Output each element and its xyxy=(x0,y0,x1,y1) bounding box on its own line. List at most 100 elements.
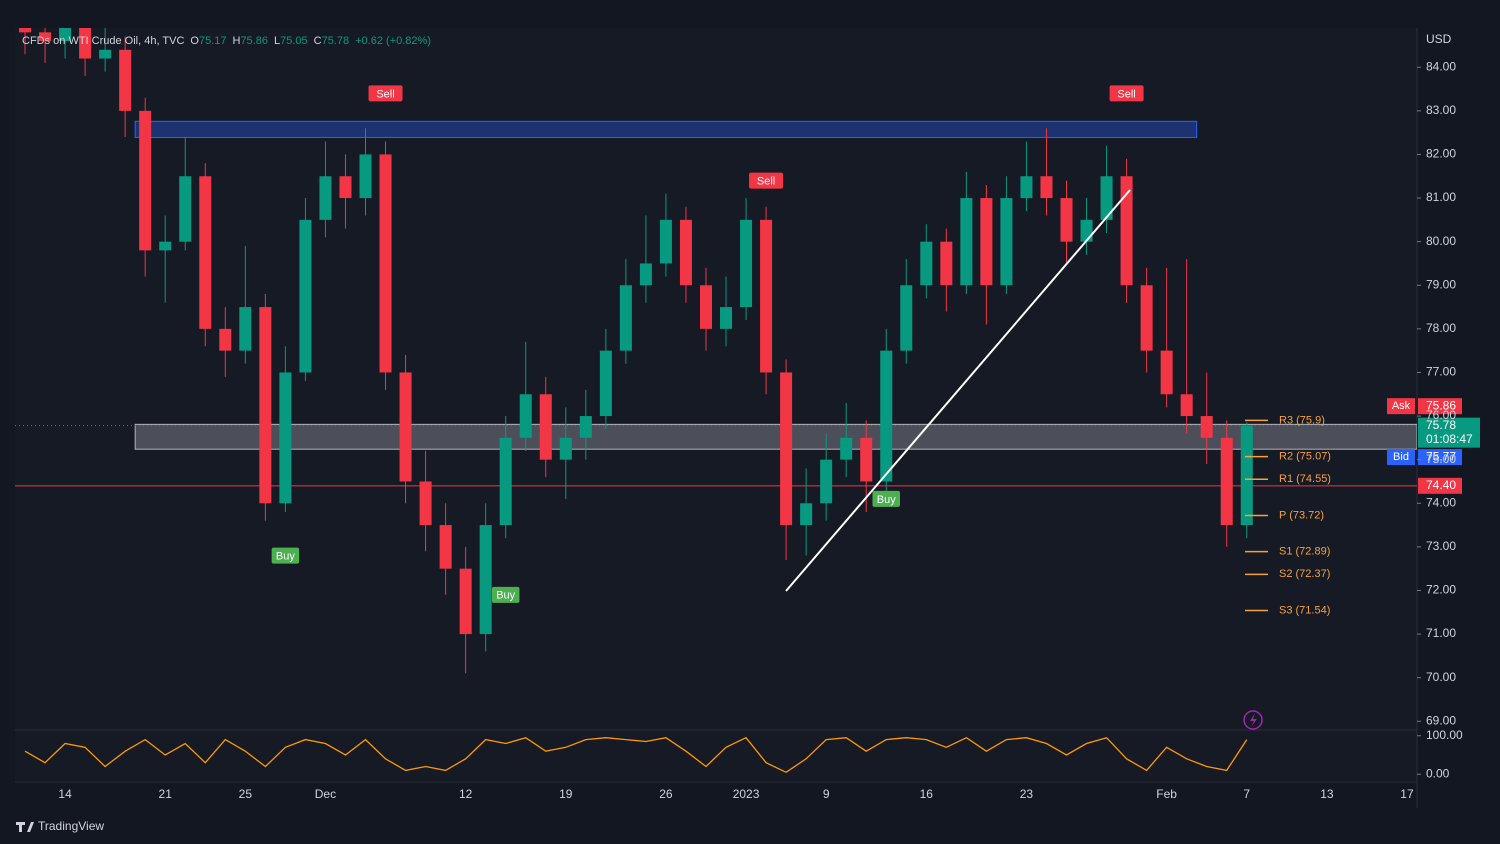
candle-body xyxy=(1160,350,1173,395)
pivot-label: R1 (74.55) xyxy=(1279,473,1331,485)
signal-label: Buy xyxy=(877,494,896,506)
annotations: R3 (75.9) R2 (75.07) R1 (74.55) P (73.72) S1… xyxy=(271,85,1480,616)
price-tag-name-bg xyxy=(1387,398,1415,415)
ohlc-value: 75.78 xyxy=(322,35,350,47)
signal-badge xyxy=(1109,85,1144,102)
signal-badge xyxy=(749,172,784,189)
candle-body xyxy=(359,154,372,199)
signal-badge xyxy=(872,490,900,507)
ohlc-label: L xyxy=(274,35,280,47)
candle-body xyxy=(119,49,132,111)
ohlc-label: O xyxy=(190,35,199,47)
signal-label: Sell xyxy=(376,88,394,100)
ohlc-label: H xyxy=(232,35,240,47)
candle-body xyxy=(1220,437,1233,526)
brand: TradingView xyxy=(38,819,104,833)
candle-body xyxy=(900,285,913,351)
candle-body xyxy=(1080,219,1093,242)
candle-body xyxy=(219,328,232,351)
osc-tick-label: 100.00 xyxy=(1426,728,1463,742)
price-tag xyxy=(1418,417,1480,448)
price-tag-value: 75.78 xyxy=(1426,418,1456,432)
price-tag-countdown: 01:08:47 xyxy=(1426,432,1473,446)
candle-body xyxy=(1000,198,1013,286)
alert-bolt xyxy=(1250,713,1257,727)
y-tick-label: 72.00 xyxy=(1426,583,1456,597)
candle-body xyxy=(659,219,672,264)
candle-body xyxy=(299,219,312,373)
candle-body xyxy=(519,394,532,438)
x-tick-label: 9 xyxy=(823,787,830,801)
oscillator xyxy=(24,736,1248,774)
candle-body xyxy=(239,307,252,351)
ohlc-label: C xyxy=(314,35,322,47)
candle-body xyxy=(399,372,412,482)
price-tag-name: Ask xyxy=(1392,400,1411,412)
candle-body xyxy=(800,503,813,526)
candle-body xyxy=(1180,394,1193,417)
y-tick-label: 84.00 xyxy=(1426,59,1456,73)
pivot-label: S3 (71.54) xyxy=(1279,604,1330,616)
signal-label: Sell xyxy=(1117,88,1135,100)
pivot-label: S1 (72.89) xyxy=(1279,546,1330,558)
brand-logo xyxy=(16,822,34,832)
candles xyxy=(19,28,1253,674)
y-tick-label: 76.00 xyxy=(1426,408,1456,422)
y-tick-label: 78.00 xyxy=(1426,321,1456,335)
x-tick-label: Dec xyxy=(315,787,336,801)
y-tick-label: 77.00 xyxy=(1426,365,1456,379)
x-tick-label: 21 xyxy=(159,787,173,801)
candle-body xyxy=(840,437,853,460)
candle-body xyxy=(760,219,773,373)
price-tag-value: 75.77 xyxy=(1426,449,1456,463)
x-tick-label: 14 xyxy=(58,787,72,801)
candle-body xyxy=(1200,416,1213,438)
pivot-label: R3 (75.9) xyxy=(1279,414,1325,426)
osc-tick-label: 0.00 xyxy=(1426,766,1450,780)
candle-body xyxy=(479,525,492,635)
candle-body xyxy=(980,198,993,286)
alert-icon[interactable] xyxy=(1243,710,1263,730)
candle-body xyxy=(920,241,933,286)
signal-badge xyxy=(491,586,520,603)
signal-label: Buy xyxy=(496,590,515,602)
price-tag-name-bg xyxy=(1387,449,1415,466)
candle-body xyxy=(159,241,172,251)
x-tick-label: 26 xyxy=(659,787,673,801)
x-tick-label: 19 xyxy=(559,787,573,801)
candle-body xyxy=(860,437,873,482)
candle-body xyxy=(319,176,332,220)
y-tick-label: 80.00 xyxy=(1426,234,1456,248)
candle-body xyxy=(599,350,612,417)
candle-body xyxy=(199,176,212,329)
pivot-label: S2 (72.37) xyxy=(1279,568,1330,580)
candle-body xyxy=(499,437,512,526)
candle-body xyxy=(1100,176,1113,220)
price-tag-value: 75.86 xyxy=(1426,398,1456,412)
x-tick-label: Feb xyxy=(1156,787,1177,801)
x-tick-label: 7 xyxy=(1243,787,1250,801)
candle-body xyxy=(1040,176,1053,199)
candle-body xyxy=(79,28,92,59)
y-tick-label: 82.00 xyxy=(1426,147,1456,161)
price-tag xyxy=(1418,477,1462,494)
signal-label: Sell xyxy=(757,176,775,188)
candle-body xyxy=(459,568,472,635)
candle-body xyxy=(720,307,733,329)
signal-badge xyxy=(271,547,300,564)
candle-body xyxy=(279,372,292,504)
y-tick-label: 70.00 xyxy=(1426,670,1456,684)
zone xyxy=(134,120,1198,138)
trend-line xyxy=(785,189,1131,592)
x-tick-label: 12 xyxy=(459,787,473,801)
candle-body xyxy=(1060,198,1073,242)
candle-body xyxy=(1020,176,1033,199)
candle-body xyxy=(439,525,452,569)
pivot-label: R2 (75.07) xyxy=(1279,451,1331,463)
pivot-label: P (73.72) xyxy=(1279,509,1324,521)
candle-body xyxy=(139,110,152,251)
ohlc-value: 75.17 xyxy=(199,35,227,47)
ohlc-value: 75.05 xyxy=(280,35,308,47)
candle-body xyxy=(559,437,572,460)
